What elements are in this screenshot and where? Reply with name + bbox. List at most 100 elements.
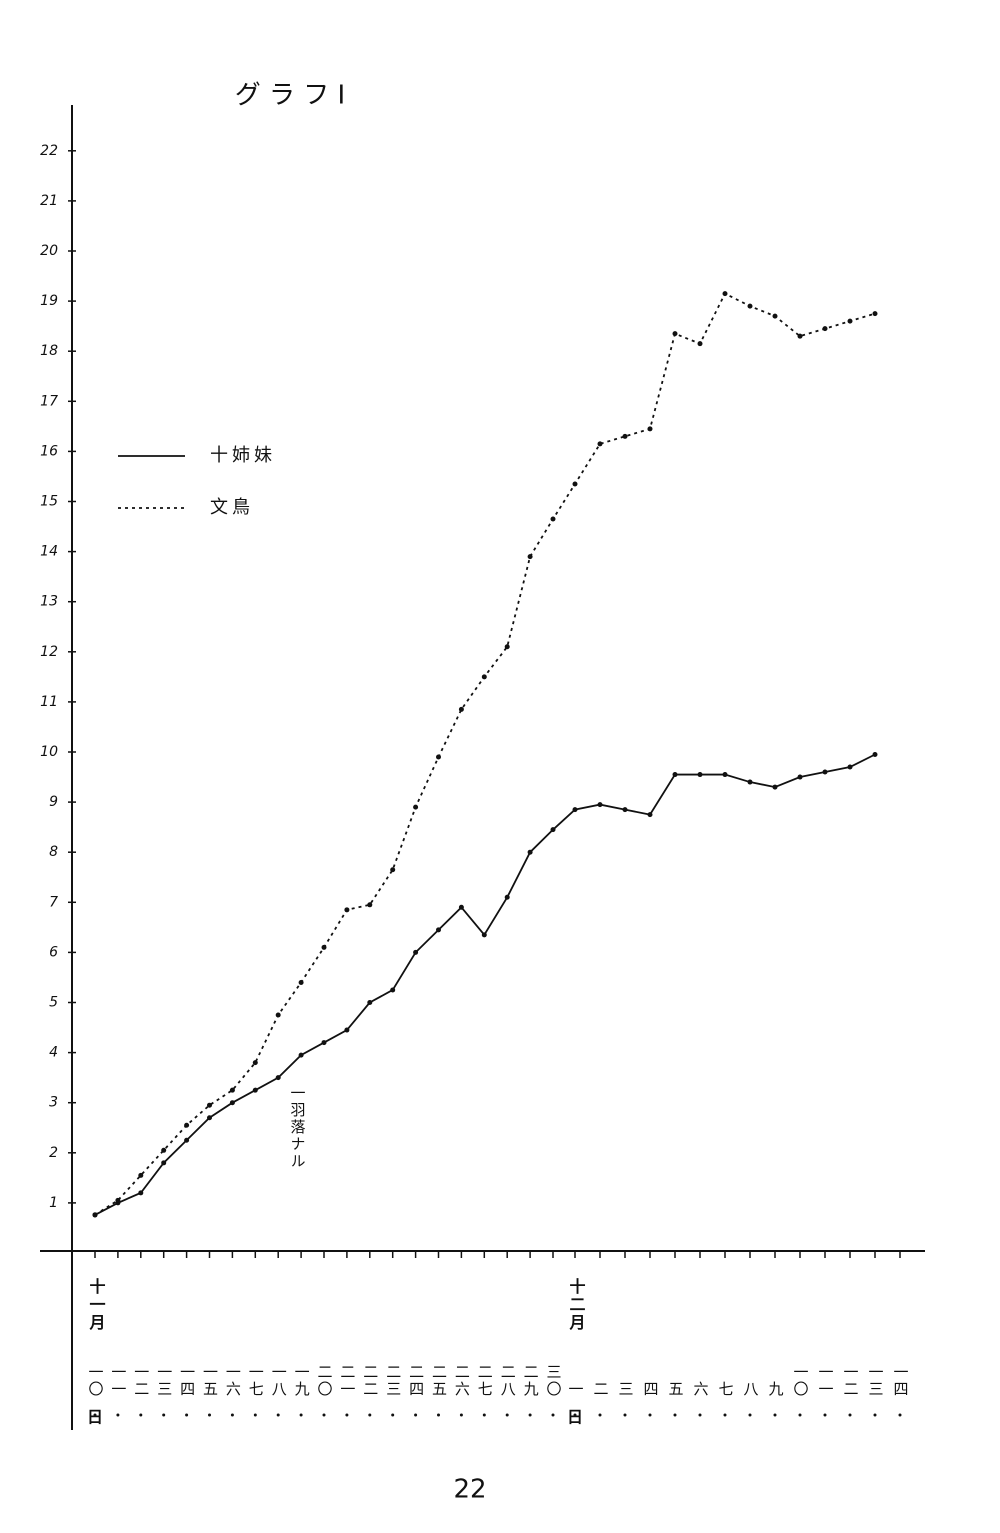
y-tick-label: 7 bbox=[49, 894, 58, 910]
x-tick-label: 一四 bbox=[892, 1364, 910, 1398]
x-dot bbox=[459, 1413, 463, 1417]
data-point bbox=[527, 554, 533, 560]
data-point bbox=[298, 1052, 304, 1058]
x-dot bbox=[230, 1413, 234, 1417]
data-point bbox=[572, 481, 578, 487]
data-point bbox=[872, 752, 878, 758]
data-point bbox=[550, 827, 556, 833]
y-tick-label: 13 bbox=[40, 594, 58, 610]
data-point bbox=[747, 303, 753, 309]
y-tick-label: 21 bbox=[40, 193, 58, 209]
data-point bbox=[252, 1087, 258, 1093]
data-point bbox=[390, 987, 396, 993]
x-tick-label: 一三 bbox=[867, 1364, 885, 1398]
data-point bbox=[229, 1087, 235, 1093]
data-point bbox=[344, 907, 350, 913]
x-dot bbox=[573, 1413, 577, 1417]
data-point bbox=[847, 764, 853, 770]
annotation: 一羽落ナル bbox=[289, 1085, 307, 1170]
month-label: 十二月 bbox=[567, 1277, 587, 1332]
y-tick-label: 4 bbox=[49, 1045, 58, 1061]
x-dot bbox=[898, 1413, 902, 1417]
x-dot bbox=[276, 1413, 280, 1417]
x-dot bbox=[139, 1413, 143, 1417]
x-tick-label: 二一 bbox=[338, 1364, 356, 1398]
x-tick-label: 二七 bbox=[476, 1364, 494, 1398]
x-dot bbox=[345, 1413, 349, 1417]
legend-label: 文鳥 bbox=[210, 497, 254, 518]
data-point bbox=[321, 944, 327, 950]
x-tick-label: 一二 bbox=[842, 1364, 860, 1398]
data-point bbox=[321, 1040, 327, 1046]
data-point bbox=[597, 802, 603, 808]
x-dot bbox=[598, 1413, 602, 1417]
x-dot bbox=[482, 1413, 486, 1417]
data-point bbox=[184, 1122, 190, 1128]
data-point bbox=[275, 1012, 281, 1018]
x-dot bbox=[551, 1413, 555, 1417]
x-tick-label: 四 bbox=[642, 1381, 660, 1398]
x-dot bbox=[673, 1413, 677, 1417]
x-tick-label: 一三 bbox=[155, 1364, 173, 1398]
x-dot bbox=[93, 1413, 97, 1417]
x-tick-label: 一六 bbox=[224, 1364, 242, 1398]
data-point bbox=[344, 1027, 350, 1033]
x-tick-label: 五 bbox=[667, 1381, 685, 1398]
x-dot bbox=[208, 1413, 211, 1417]
page-number: 22 bbox=[453, 1475, 486, 1505]
data-point bbox=[413, 949, 419, 955]
y-tick-label: 12 bbox=[40, 644, 58, 660]
data-point bbox=[298, 979, 304, 985]
x-dot bbox=[798, 1413, 802, 1417]
y-tick-label: 15 bbox=[40, 494, 58, 510]
data-point bbox=[436, 927, 441, 933]
x-tick-label: 一五 bbox=[201, 1364, 219, 1398]
day-suffix: 日 bbox=[567, 1408, 583, 1427]
data-point bbox=[161, 1147, 167, 1153]
data-point bbox=[275, 1075, 281, 1081]
y-tick-label: 3 bbox=[49, 1095, 58, 1111]
x-tick-label: 一八 bbox=[270, 1364, 288, 1398]
data-point bbox=[184, 1137, 190, 1143]
data-point bbox=[207, 1102, 212, 1108]
x-tick-label: 二八 bbox=[499, 1364, 517, 1398]
y-tick-label: 19 bbox=[40, 293, 58, 309]
x-tick-label: 二〇 bbox=[316, 1364, 334, 1398]
x-tick-label: 二九 bbox=[522, 1364, 540, 1398]
data-point bbox=[550, 516, 556, 522]
x-dot bbox=[648, 1413, 652, 1417]
data-point bbox=[872, 311, 878, 317]
data-point bbox=[797, 774, 803, 780]
x-dot bbox=[368, 1413, 372, 1417]
data-point bbox=[622, 807, 628, 813]
data-point bbox=[822, 769, 828, 775]
x-dot bbox=[528, 1413, 532, 1417]
x-dot bbox=[253, 1413, 257, 1417]
x-tick-label: 一〇 bbox=[792, 1364, 810, 1398]
x-dot bbox=[437, 1413, 440, 1417]
x-dot bbox=[823, 1413, 827, 1417]
y-tick-label: 18 bbox=[40, 343, 58, 359]
legend-label: 十姉妹 bbox=[210, 445, 276, 466]
x-dot bbox=[162, 1413, 166, 1417]
x-tick-label: 三 bbox=[617, 1381, 635, 1398]
x-dot bbox=[773, 1413, 777, 1417]
data-point bbox=[390, 867, 396, 873]
data-point bbox=[138, 1172, 144, 1178]
data-point bbox=[367, 1000, 373, 1005]
data-point bbox=[797, 333, 803, 339]
y-tick-label: 17 bbox=[40, 393, 58, 409]
data-point bbox=[597, 441, 603, 447]
x-tick-label: 一九 bbox=[293, 1364, 311, 1398]
y-tick-label: 9 bbox=[49, 794, 58, 810]
data-point bbox=[672, 772, 678, 778]
data-point bbox=[504, 644, 510, 650]
data-point bbox=[252, 1060, 258, 1066]
data-point bbox=[722, 291, 728, 297]
data-point bbox=[672, 331, 678, 337]
x-tick-label: 二 bbox=[592, 1381, 610, 1398]
data-point bbox=[622, 433, 628, 439]
x-tick-label: 一一 bbox=[817, 1364, 835, 1398]
